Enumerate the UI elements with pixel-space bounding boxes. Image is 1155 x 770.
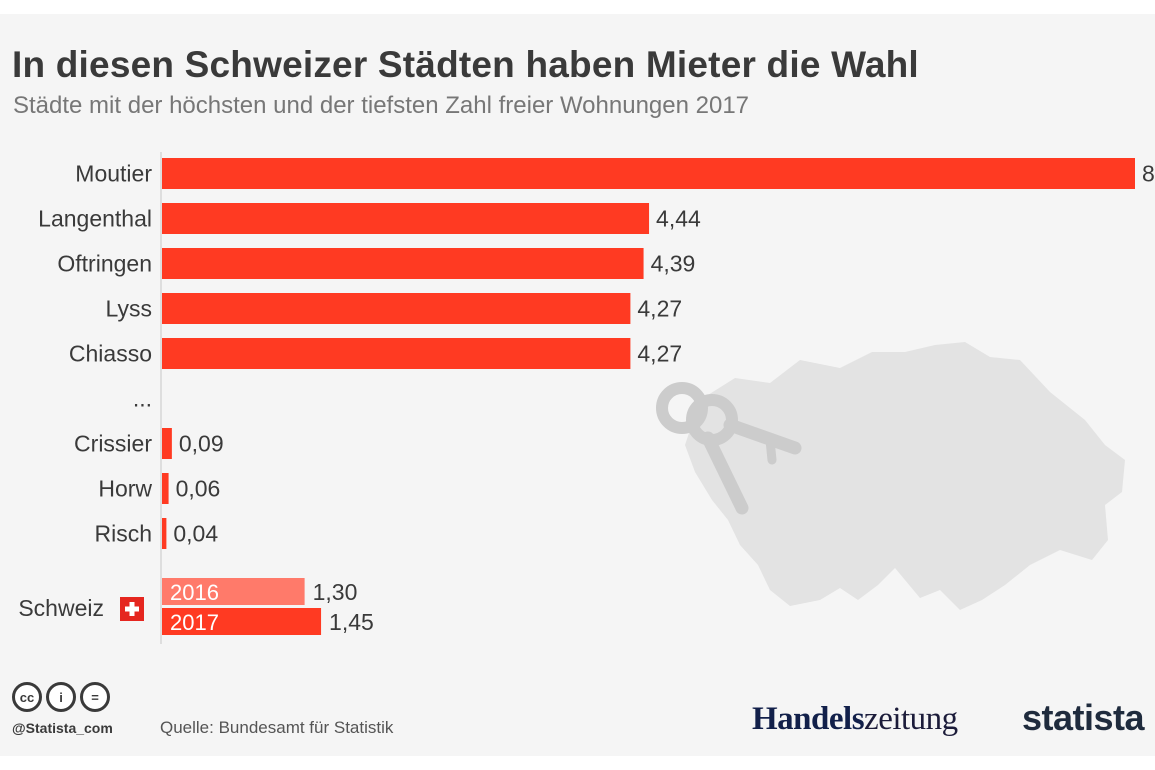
value-label: 0,06 [176, 476, 221, 502]
category-label: Chiasso [69, 341, 152, 367]
value-label: 0,09 [179, 431, 224, 457]
value-label: 0,04 [173, 521, 218, 547]
category-label: Crissier [74, 431, 152, 457]
handelszeitung-logo[interactable]: Handelszeitung [752, 701, 958, 738]
bar [162, 428, 172, 459]
bar [162, 158, 1135, 189]
bar-chart: Moutier 8 Langenthal 4,44 Oftringen 4,39 Lyss 4… [0, 0, 1155, 770]
bar [162, 338, 630, 369]
swiss-flag-icon [120, 597, 144, 621]
value-label: 4,27 [637, 341, 682, 367]
logo-part-rest: zeitung [864, 701, 958, 737]
comparison-rows: Schweiz 2016 1,30 2017 1,45 [18, 578, 373, 635]
value-label: 8 [1142, 161, 1155, 187]
bar [162, 248, 644, 279]
bar [162, 473, 169, 504]
by-person-icon: i [46, 682, 76, 712]
logo-part-bold: Handels [752, 701, 864, 737]
category-label: Horw [98, 476, 152, 502]
value-label: 4,39 [651, 251, 696, 277]
bar [162, 518, 166, 549]
bar-rows: Moutier 8 Langenthal 4,44 Oftringen 4,39 Lyss 4… [38, 158, 1155, 549]
statista-handle: @Statista_com [12, 720, 113, 736]
license-icons: cc i = [12, 682, 110, 712]
source-note: Quelle: Bundesamt für Statistik [160, 718, 393, 738]
value-label: 4,44 [656, 206, 701, 232]
category-label: Oftringen [57, 251, 152, 277]
comparison-year-label: 2017 [170, 610, 219, 635]
category-label: Lyss [106, 296, 152, 322]
comparison-value-label: 1,30 [313, 579, 358, 605]
cc-icon: cc [12, 682, 42, 712]
statista-logo[interactable]: statista [1022, 697, 1144, 739]
no-derivatives-icon: = [80, 682, 110, 712]
bar [162, 203, 649, 234]
value-label: 4,27 [637, 296, 682, 322]
comparison-year-label: 2016 [170, 580, 219, 605]
bar [162, 293, 630, 324]
category-label: Langenthal [38, 206, 152, 232]
category-label: ... [133, 386, 152, 412]
comparison-value-label: 1,45 [329, 609, 374, 635]
comparison-label: Schweiz [18, 595, 104, 621]
category-label: Moutier [75, 161, 152, 187]
category-label: Risch [94, 521, 152, 547]
